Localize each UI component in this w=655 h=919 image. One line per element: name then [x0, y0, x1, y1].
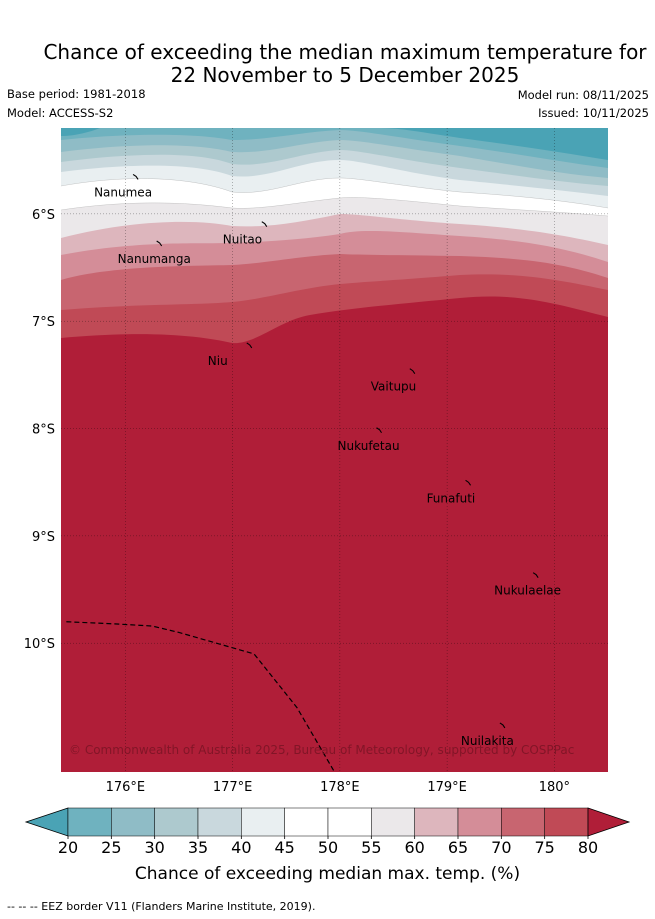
colorbar-swatch	[457, 807, 502, 837]
island-shape-6	[465, 479, 472, 486]
colorbar-tick-label: 60	[404, 838, 424, 857]
colorbar-swatch	[284, 807, 329, 837]
place-label: Nuitao	[223, 233, 262, 247]
issued-date: Issued: 10/11/2025	[538, 106, 649, 120]
colorbar-swatch	[371, 807, 415, 837]
colorbar-swatch	[501, 807, 545, 837]
island-shape-1	[261, 221, 268, 227]
lon-tick-label: 179°E	[427, 780, 467, 795]
map-figure: Nanumea Nuitao Nanumanga Niu Vaitupu Nukufeta…	[24, 128, 631, 857]
island-shape-2	[156, 240, 163, 247]
colorbar-tick-label: 75	[534, 838, 554, 857]
colorbar-label: Chance of exceeding median max. temp. (%…	[134, 864, 521, 884]
lon-tick-label: 178°E	[320, 780, 360, 795]
colorbar-tick-label: 20	[58, 838, 78, 857]
colorbar-swatch	[544, 807, 589, 837]
model-run: Model run: 08/11/2025	[517, 88, 649, 102]
colorbar-swatch	[67, 807, 112, 837]
colorbar-swatch	[327, 807, 372, 837]
colorbar-tick-label: 30	[144, 838, 164, 857]
lat-tick-label: 9°S	[32, 530, 55, 545]
island-shape-7	[532, 572, 539, 578]
colorbar: 20 25 30 35 40 45 50 55 60 65 70 75 80	[24, 807, 631, 857]
place-label: Funafuti	[427, 491, 476, 505]
island-shape-4	[409, 368, 416, 375]
copyright-notice: © Commonwealth of Australia 2025, Bureau…	[69, 743, 574, 757]
place-label: Nanumanga	[118, 252, 191, 266]
island-shape-8	[499, 722, 506, 729]
lon-tick-label: 176°E	[106, 780, 146, 795]
title-line-2: 22 November to 5 December 2025	[170, 63, 520, 87]
colorbar-tick-label: 25	[101, 838, 121, 857]
colorbar-tick-label: 40	[231, 838, 251, 857]
probability-field: Nanumea Nuitao Nanumanga Niu Vaitupu Nukufeta…	[61, 128, 608, 772]
lat-tick-label: 8°S	[32, 423, 55, 438]
place-label: Nanumea	[94, 185, 152, 199]
colorbar-tick-label: 45	[274, 838, 294, 857]
place-label: Nukulaelae	[494, 584, 561, 598]
place-label: Nuilakita	[461, 734, 514, 748]
colorbar-tick-label: 50	[318, 838, 338, 857]
colorbar-tick-label: 65	[448, 838, 468, 857]
eez-border	[66, 621, 336, 772]
lat-tick-label: 10°S	[24, 637, 55, 652]
lat-tick-label: 6°S	[32, 208, 55, 223]
colorbar-tick-label: 55	[361, 838, 381, 857]
graticule	[61, 128, 608, 772]
axis-labels: 176°E 177°E 178°E 179°E 180° 6°S 7°S 8°S 9°S 10°S	[24, 208, 570, 795]
map-title: Chance of exceeding the median maximum t…	[0, 41, 655, 87]
colorbar-tick-label: 35	[188, 838, 208, 857]
colorbar-swatch	[241, 807, 285, 837]
island-shape-0	[132, 173, 139, 180]
model-name: Model: ACCESS-S2	[7, 106, 114, 120]
place-label: Niu	[208, 354, 228, 368]
lat-tick-label: 7°S	[32, 315, 55, 330]
band-below-20	[61, 128, 608, 160]
title-line-1: Chance of exceeding the median maximum t…	[43, 40, 647, 64]
eez-border-line	[66, 621, 336, 772]
place-label: Nukufetau	[338, 439, 400, 453]
lon-tick-label: 180°	[539, 780, 570, 795]
lon-tick-label: 177°E	[213, 780, 253, 795]
eez-legend-footnote: -- -- -- EEZ border V11 (Flanders Marine…	[7, 900, 316, 913]
place-labels: Nanumea Nuitao Nanumanga Niu Vaitupu Nukufeta…	[94, 173, 561, 748]
colorbar-low-extend	[24, 807, 69, 837]
island-shape-5	[376, 427, 383, 434]
colorbar-tick-label: 70	[491, 838, 511, 857]
base-period: Base period: 1981-2018	[7, 87, 146, 101]
colorbar-swatch	[154, 807, 199, 837]
colorbar-swatch	[197, 807, 242, 837]
colorbar-high-extend	[587, 807, 631, 837]
island-shape-3	[246, 342, 253, 349]
colorbar-swatch	[111, 807, 155, 837]
place-label: Vaitupu	[371, 380, 417, 394]
colorbar-swatch	[414, 807, 459, 837]
colorbar-tick-label: 80	[578, 838, 598, 857]
